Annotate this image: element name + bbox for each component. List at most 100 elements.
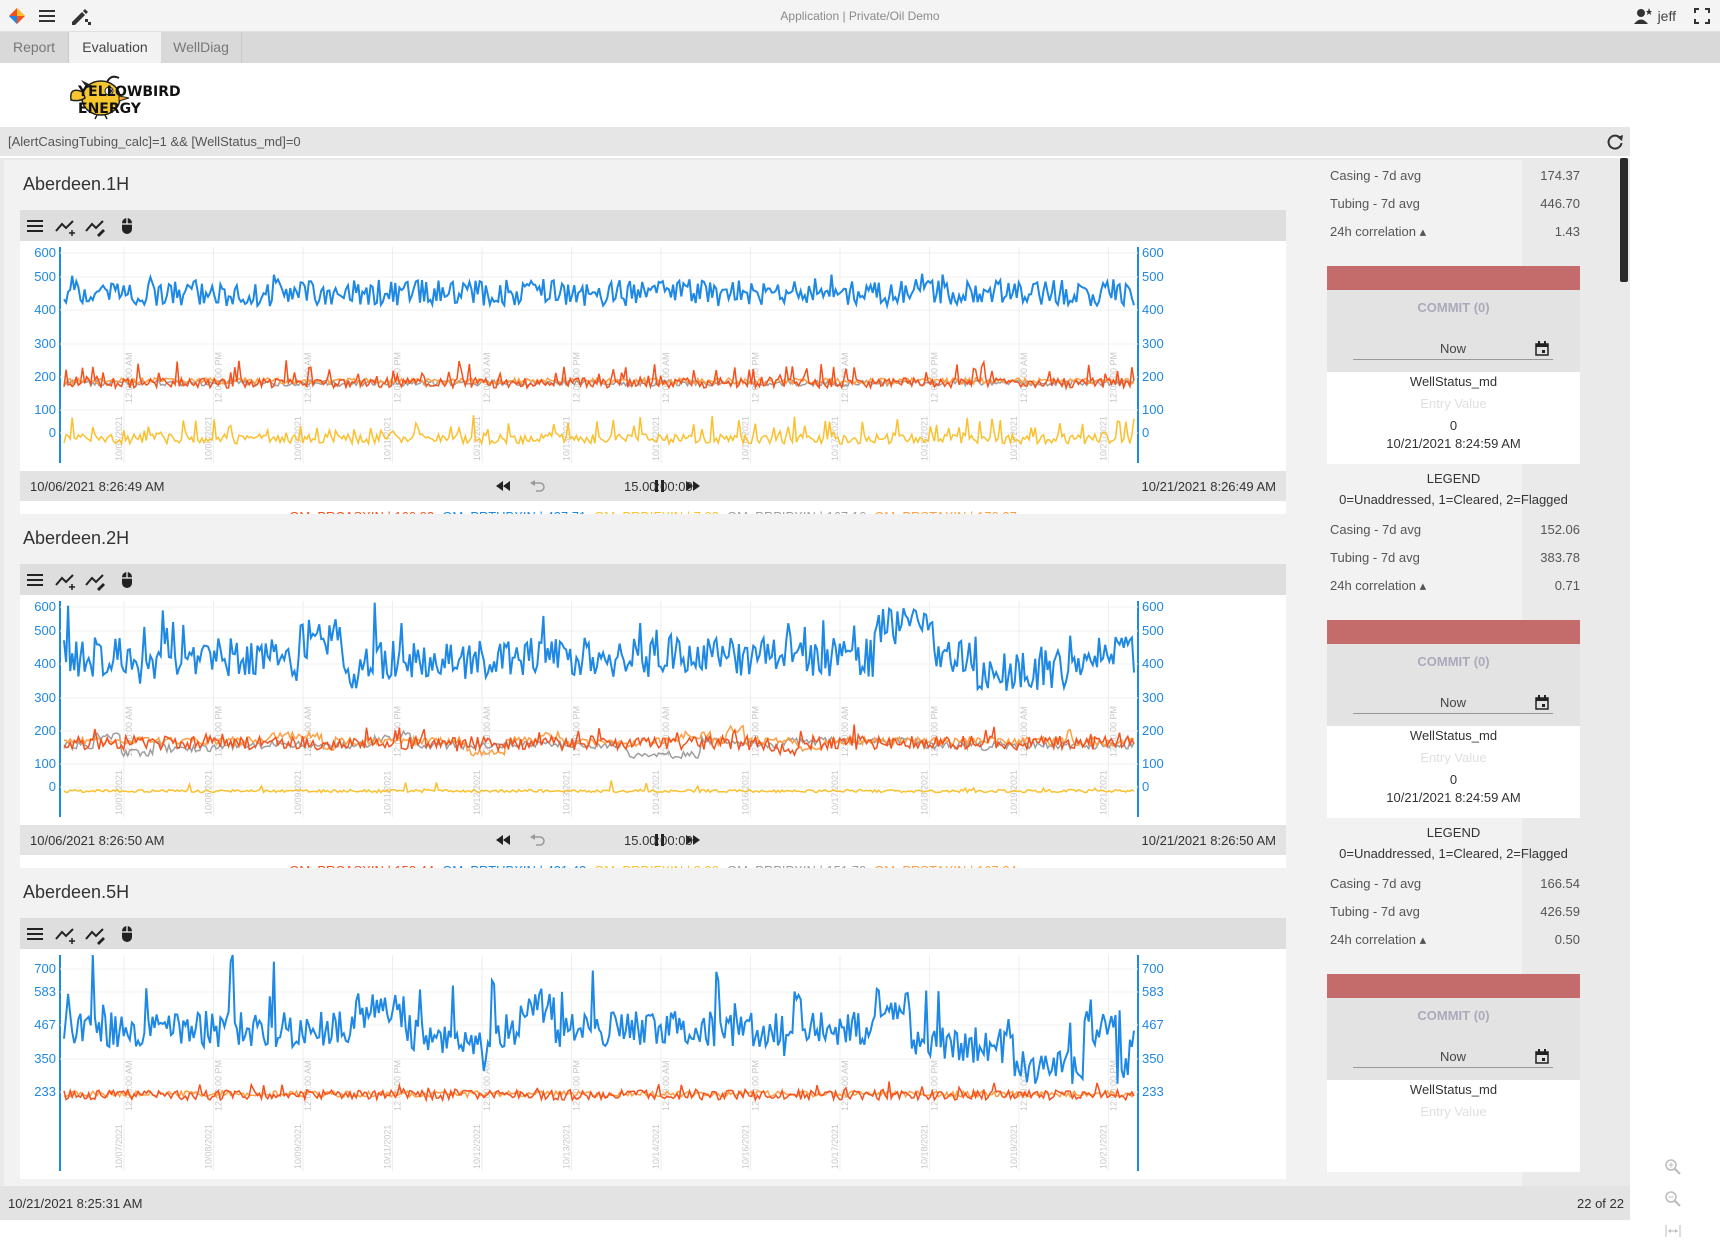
series-line (63, 415, 1135, 447)
x-tick-date: 10/16/2021 (741, 416, 751, 461)
tab-welldiag[interactable]: WellDiag (161, 32, 242, 63)
corr-label[interactable]: 24h correlation ▴ (1330, 224, 1427, 239)
alert-status-bar (1327, 620, 1580, 644)
edit-trend-icon[interactable] (84, 215, 106, 237)
x-tick-date: 10/13/2021 (562, 1124, 572, 1169)
well-card: Aberdeen.2H 600 600 500 500 400 400 300 300 200 20… (4, 514, 1580, 898)
fit-width-icon[interactable] (1664, 1222, 1682, 1240)
entry-value-input[interactable]: Entry Value (1420, 750, 1487, 765)
app-logo-icon[interactable] (8, 7, 26, 25)
y-tick-label: 200 (34, 369, 56, 384)
user-icon (1633, 8, 1652, 24)
commit-button[interactable]: COMMIT (0) (1417, 300, 1490, 315)
x-tick-time: 12:00:00 AM (840, 352, 850, 403)
corr-label[interactable]: 24h correlation ▴ (1330, 578, 1427, 593)
filter-expression[interactable]: [AlertCasingTubing_calc]=1 && [WellStatu… (8, 134, 301, 149)
fast-forward-icon[interactable] (684, 478, 702, 494)
x-tick-time: 12:00:00 PM (572, 352, 582, 403)
undo-icon[interactable] (528, 478, 546, 494)
commit-date-input[interactable]: Now (1353, 338, 1553, 360)
x-tick-date: 10/08/2021 (204, 416, 214, 461)
edit-tools-icon[interactable] (70, 6, 92, 26)
edit-trend-icon[interactable] (84, 569, 106, 591)
x-tick-time: 12:00:00 PM (751, 352, 761, 403)
mouse-mode-icon[interactable] (116, 215, 138, 237)
series-line (63, 724, 1135, 758)
y-tick-label-right: 0 (1142, 425, 1149, 440)
menu-icon[interactable] (24, 923, 46, 945)
series-line (63, 954, 1135, 1084)
tab-report[interactable]: Report (0, 32, 69, 63)
menu-icon[interactable] (24, 215, 46, 237)
well-name: Aberdeen.5H (23, 882, 130, 902)
entry-value-input[interactable]: Entry Value (1420, 1104, 1487, 1119)
calendar-icon[interactable] (1535, 695, 1549, 710)
tubing-stat: Tubing - 7d avg 446.70 (1330, 196, 1580, 216)
x-tick-date: 10/07/2021 (114, 416, 124, 461)
commit-date-input[interactable]: Now (1353, 1046, 1553, 1068)
y-tick-label-right: 467 (1142, 1017, 1164, 1032)
y-tick-label: 300 (34, 336, 56, 351)
menu-icon[interactable] (24, 569, 46, 591)
zoom-in-icon[interactable] (1664, 1158, 1682, 1176)
time-span[interactable]: 15.00:00:00 (624, 833, 693, 848)
commit-date-input[interactable]: Now (1353, 692, 1553, 714)
user-menu[interactable]: jeff (1633, 8, 1676, 24)
commit-button[interactable]: COMMIT (0) (1417, 1008, 1490, 1023)
tab-evaluation[interactable]: Evaluation (69, 32, 161, 63)
entry-current-value: 0 (1449, 772, 1458, 787)
footer-timestamp: 10/21/2021 8:25:31 AM (8, 1196, 143, 1211)
edit-trend-icon[interactable] (84, 923, 106, 945)
zoom-out-icon[interactable] (1664, 1190, 1682, 1208)
entry-current-value: 0 (1449, 418, 1458, 433)
mouse-mode-icon[interactable] (116, 923, 138, 945)
fullscreen-icon[interactable] (1694, 8, 1710, 24)
y-tick-label: 0 (49, 425, 56, 440)
pause-icon[interactable] (650, 478, 668, 494)
entry-timestamp: 10/21/2021 8:24:59 AM (1386, 790, 1521, 805)
calendar-icon[interactable] (1535, 341, 1549, 356)
fast-forward-icon[interactable] (684, 832, 702, 848)
corr-label[interactable]: 24h correlation ▴ (1330, 932, 1427, 947)
add-trend-icon[interactable] (54, 569, 76, 591)
filter-bar: [AlertCasingTubing_calc]=1 && [WellStatu… (0, 127, 1630, 156)
y-tick-label-right: 500 (1142, 269, 1164, 284)
range-end: 10/21/2021 8:26:49 AM (1141, 479, 1276, 494)
x-tick-date: 10/18/2021 (920, 416, 930, 461)
y-tick-label-right: 300 (1142, 336, 1164, 351)
menu-icon[interactable] (38, 8, 56, 24)
x-tick-date: 10/19/2021 (1009, 1124, 1019, 1169)
add-trend-icon[interactable] (54, 215, 76, 237)
calendar-icon[interactable] (1535, 1049, 1549, 1064)
x-tick-time: 12:00:00 PM (930, 352, 940, 403)
x-tick-time: 12:00:00 PM (751, 706, 761, 757)
status-legend-text: 0=Unaddressed, 1=Cleared, 2=Flagged (1339, 846, 1568, 861)
pause-icon[interactable] (650, 832, 668, 848)
tubing-stat: Tubing - 7d avg 426.59 (1330, 904, 1580, 924)
x-tick-date: 10/13/2021 (562, 416, 572, 461)
undo-icon[interactable] (528, 832, 546, 848)
x-tick-date: 10/08/2021 (204, 770, 214, 815)
rewind-icon[interactable] (494, 478, 512, 494)
entry-value-input[interactable]: Entry Value (1420, 396, 1487, 411)
mouse-mode-icon[interactable] (116, 569, 138, 591)
x-tick-time: 12:00:00 PM (214, 706, 224, 757)
x-tick-time: 12:00:00 AM (1019, 1060, 1029, 1111)
x-tick-time: 12:00:00 PM (1109, 352, 1119, 403)
time-span[interactable]: 15.00:00:00 (624, 479, 693, 494)
rewind-icon[interactable] (494, 832, 512, 848)
trend-chart[interactable]: 700 700 583 583 467 467 350 350 233 233 10/07/2021… (20, 949, 1286, 1179)
y-tick-label: 350 (34, 1051, 56, 1066)
add-trend-icon[interactable] (54, 923, 76, 945)
well-list[interactable]: Aberdeen.1H 600 600 500 500 400 400 300 300 200 20… (0, 158, 1630, 1186)
status-legend-text: 0=Unaddressed, 1=Cleared, 2=Flagged (1339, 492, 1568, 507)
trend-chart[interactable]: 600 600 500 500 400 400 300 300 200 200 100 100 0 0 10… (20, 595, 1286, 825)
x-tick-date: 10/19/2021 (1009, 770, 1019, 815)
commit-button[interactable]: COMMIT (0) (1417, 654, 1490, 669)
y-tick-label-right: 400 (1142, 656, 1164, 671)
refresh-icon[interactable] (1606, 133, 1624, 151)
x-tick-time: 12:00:00 AM (661, 706, 671, 757)
trend-chart[interactable]: 600 600 500 500 400 400 300 300 200 200 100 100 0 0 10… (20, 241, 1286, 471)
scrollbar-thumb[interactable] (1620, 158, 1628, 282)
well-name: Aberdeen.2H (23, 528, 130, 548)
